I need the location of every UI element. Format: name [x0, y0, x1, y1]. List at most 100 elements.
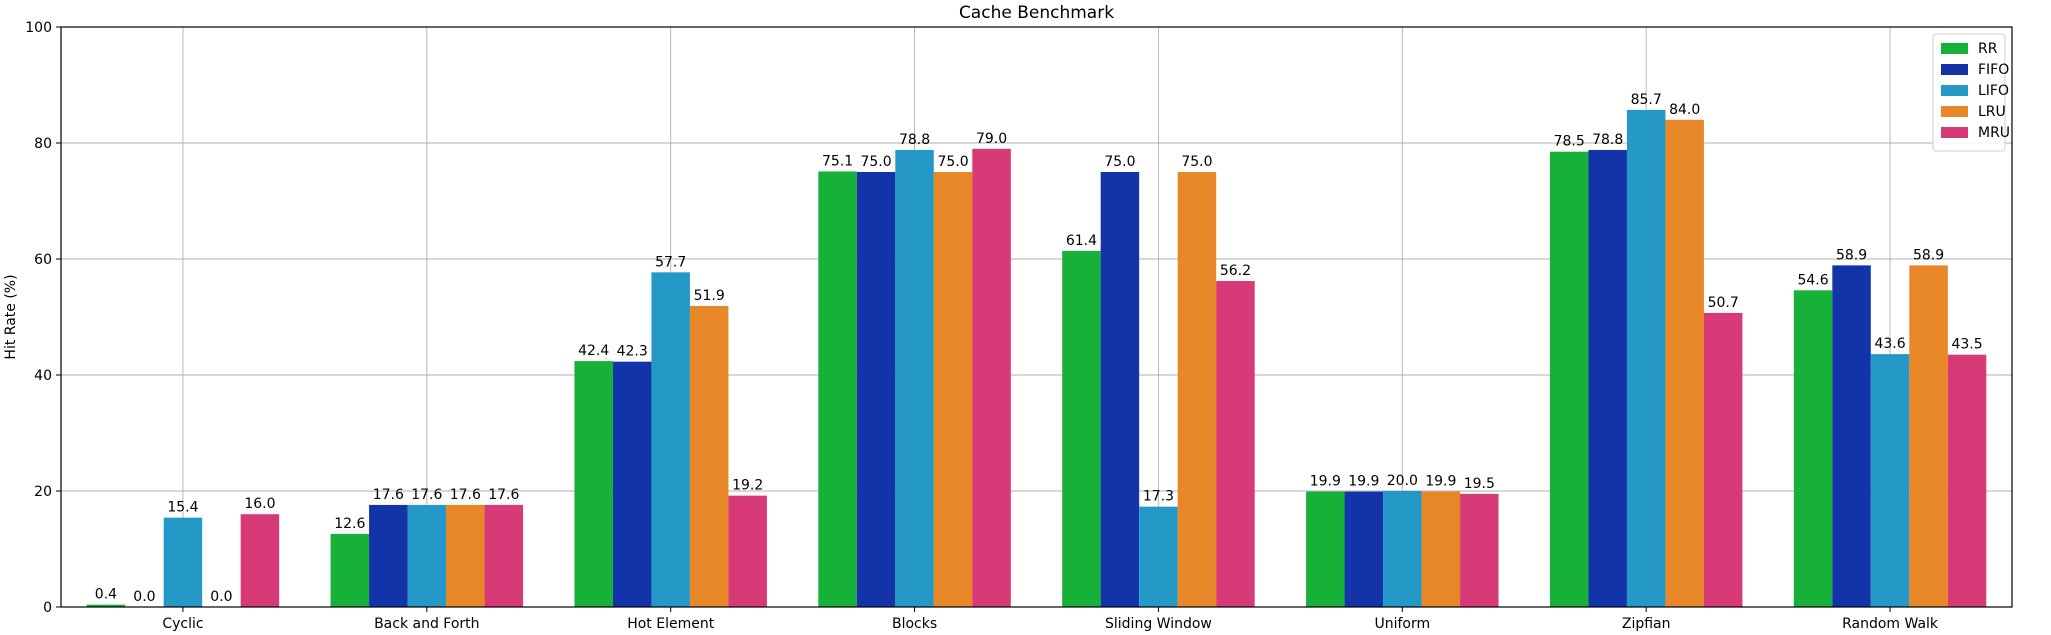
bar-mru — [972, 148, 1011, 608]
bar-fifo — [612, 361, 652, 607]
y-tick-label: 0 — [43, 600, 52, 616]
x-tick-label: Random Walk — [1842, 616, 1939, 632]
data-label: 54.6 — [1797, 272, 1828, 288]
data-label: 58.9 — [1913, 247, 1944, 263]
bar-mru — [484, 504, 524, 607]
bar-rr — [1306, 491, 1345, 607]
data-label: 12.6 — [334, 516, 365, 532]
bar-rr — [1549, 151, 1589, 607]
data-label: 75.0 — [1181, 154, 1212, 170]
legend-label: FIFO — [1978, 62, 2009, 78]
data-label: 19.9 — [1310, 474, 1341, 490]
data-label: 19.9 — [1425, 474, 1456, 490]
data-label: 85.7 — [1631, 92, 1662, 108]
data-label: 19.5 — [1464, 476, 1495, 492]
data-label: 0.0 — [133, 589, 155, 605]
bar-lru — [689, 305, 729, 607]
bar-lifo — [1139, 506, 1178, 607]
data-label: 16.0 — [244, 496, 275, 512]
legend-label: LRU — [1978, 104, 2006, 120]
x-tick-label: Cyclic — [162, 616, 203, 632]
y-ticks: 0 20 40 60 80 100 — [25, 20, 61, 616]
bar-fifo — [369, 504, 408, 607]
bar-mru — [1216, 281, 1255, 607]
data-label: 43.6 — [1874, 336, 1905, 352]
bar-lifo — [407, 504, 447, 607]
bar-fifo — [856, 172, 896, 607]
data-label: 75.0 — [860, 154, 891, 170]
legend-box — [1932, 33, 2006, 152]
bar-lifo — [1870, 354, 1910, 607]
y-axis-label: Hit Rate (%) — [3, 274, 19, 359]
bar-mru — [728, 495, 767, 607]
legend-swatch-fifo — [1941, 64, 1968, 75]
legend: RR FIFO LIFO LRU MRU — [1932, 33, 2010, 152]
data-label: 61.4 — [1066, 233, 1097, 249]
data-label: 78.8 — [1592, 132, 1623, 148]
data-label: 0.4 — [95, 587, 117, 603]
data-label: 78.5 — [1554, 134, 1585, 150]
bars — [86, 109, 1987, 608]
legend-label: MRU — [1978, 125, 2010, 141]
data-label: 17.3 — [1143, 489, 1174, 505]
data-label: 50.7 — [1708, 295, 1739, 311]
data-label: 17.6 — [488, 487, 519, 503]
legend-swatch-rr — [1941, 43, 1968, 54]
data-label: 19.2 — [732, 478, 763, 494]
data-label: 19.9 — [1348, 474, 1379, 490]
data-label: 42.4 — [578, 343, 609, 359]
bar-rr — [1793, 290, 1833, 607]
x-tick-label: Hot Element — [627, 616, 715, 632]
data-label: 56.2 — [1220, 263, 1251, 279]
bar-lru — [1909, 265, 1948, 607]
bar-mru — [1947, 354, 1987, 607]
bar-rr — [574, 361, 613, 607]
y-tick-label: 60 — [34, 252, 52, 268]
bar-lifo — [651, 272, 690, 607]
bar-fifo — [1344, 491, 1384, 607]
bar-lifo — [1626, 109, 1666, 607]
x-ticks: Cyclic Back and Forth Hot Element Blocks Sli… — [162, 607, 1939, 632]
legend-swatch-lru — [1941, 106, 1968, 117]
plot-frame — [60, 26, 2013, 608]
bar-fifo — [1100, 172, 1140, 607]
data-label: 84.0 — [1669, 102, 1700, 118]
legend-swatch-lifo — [1941, 85, 1968, 96]
x-tick-label: Back and Forth — [374, 616, 479, 632]
bar-fifo — [1832, 265, 1871, 607]
data-label: 75.0 — [937, 154, 968, 170]
legend-label: RR — [1978, 41, 1998, 57]
bar-lru — [1177, 172, 1217, 607]
y-tick-label: 40 — [34, 368, 52, 384]
bar-rr — [1062, 250, 1101, 607]
bar-mru — [1703, 312, 1743, 607]
bar-lifo — [1383, 491, 1422, 607]
bar-lru — [446, 504, 485, 607]
legend-label: LIFO — [1978, 83, 2009, 99]
y-tick-label: 80 — [34, 136, 52, 152]
bar-lru — [1665, 119, 1704, 608]
bar-lifo — [163, 517, 203, 607]
bar-rr — [818, 171, 857, 608]
data-label: 17.6 — [373, 487, 404, 503]
y-tick-label: 100 — [25, 20, 52, 36]
data-label: 78.8 — [899, 132, 930, 148]
data-label: 43.5 — [1951, 337, 1982, 353]
data-label: 42.3 — [617, 344, 648, 360]
bar-lifo — [895, 149, 934, 607]
bar-fifo — [1588, 149, 1627, 607]
data-label: 17.6 — [450, 487, 481, 503]
data-label: 57.7 — [655, 254, 686, 270]
chart-title: Cache Benchmark — [959, 3, 1114, 23]
x-tick-label: Zipfian — [1622, 616, 1671, 632]
legend-swatch-mru — [1941, 127, 1968, 138]
bar-lru — [933, 172, 973, 607]
data-label: 79.0 — [976, 131, 1007, 147]
bar-rr — [86, 604, 126, 607]
bar-mru — [1460, 493, 1499, 607]
bar-mru — [240, 514, 280, 607]
data-label: 75.0 — [1104, 154, 1135, 170]
x-tick-label: Blocks — [892, 616, 937, 632]
